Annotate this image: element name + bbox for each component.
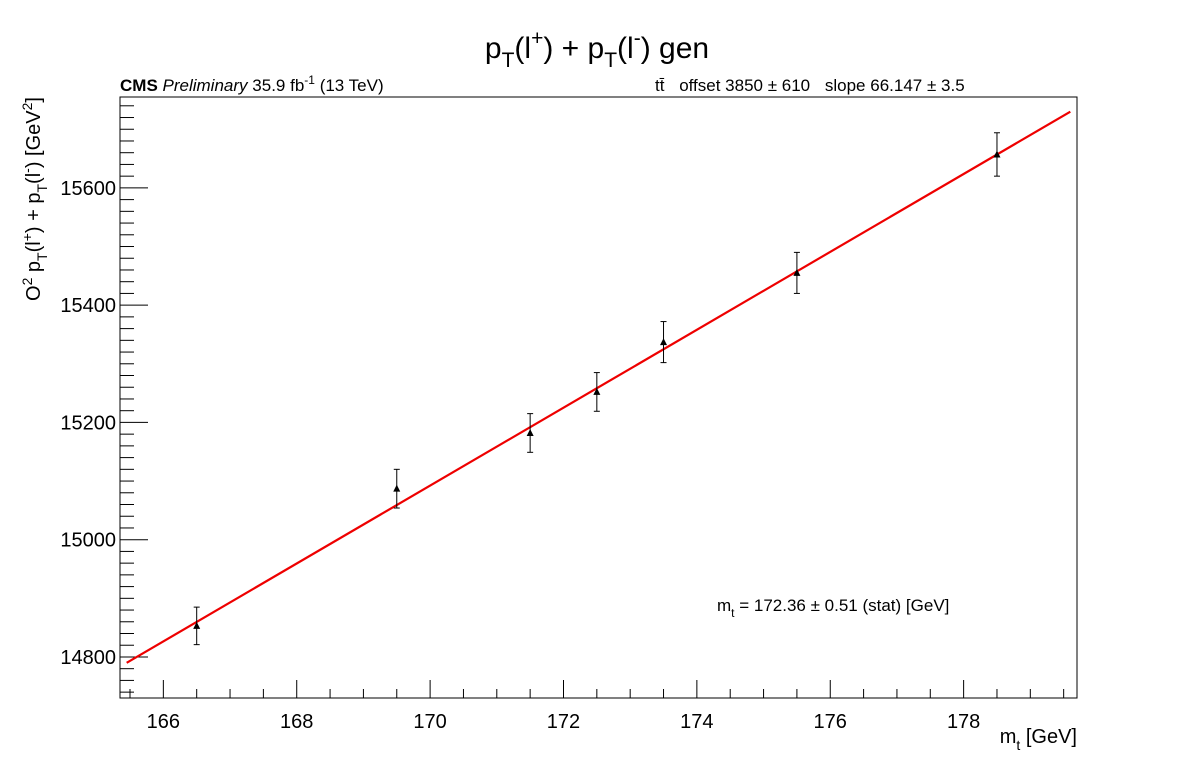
x-axis-label: mt [GeV]	[1000, 726, 1077, 753]
y-axis-label: O2 pT(l+) + pT(l-) [GeV2]	[19, 97, 50, 301]
x-axis: 166 168 170 172 174 176 178	[129, 680, 1065, 733]
data-point-marker	[393, 484, 401, 492]
x-tick-label: 178	[947, 711, 980, 733]
x-tick-label: 172	[547, 711, 580, 733]
x-tick-label: 168	[280, 711, 313, 733]
x-tick-label: 166	[147, 711, 180, 733]
data-point-marker	[193, 621, 201, 629]
y-tick-label: 15400	[60, 295, 116, 317]
data-point-marker	[593, 387, 601, 395]
x-tick-label: 176	[814, 711, 847, 733]
experiment-label: CMS Preliminary 35.9 fb-1 (13 TeV)	[120, 73, 384, 95]
y-tick-label: 15000	[60, 530, 116, 552]
fit-parameters: tt̄ offset 3850 ± 610 slope 66.147 ± 3.5	[655, 76, 965, 95]
data-point-marker	[793, 268, 801, 276]
mt-result: mt = 172.36 ± 0.51 (stat) [GeV]	[717, 596, 949, 620]
data-point-marker	[526, 428, 534, 436]
y-tick-label: 14800	[60, 647, 116, 669]
data-point-marker	[993, 150, 1001, 158]
fit-line-segment	[126, 110, 1071, 664]
data-points	[193, 132, 1001, 646]
y-tick-label: 15600	[60, 178, 116, 200]
y-axis: 14800 15000 15200 15400 15600	[60, 105, 148, 693]
data-point-marker	[660, 338, 668, 346]
plot-frame	[119, 96, 1078, 699]
y-tick-label: 15200	[60, 412, 116, 434]
x-tick-label: 174	[680, 711, 713, 733]
fit-line	[126, 110, 1071, 664]
chart-title: pT(l+) + pT(l-) gen	[485, 27, 709, 72]
x-tick-label: 170	[413, 711, 446, 733]
